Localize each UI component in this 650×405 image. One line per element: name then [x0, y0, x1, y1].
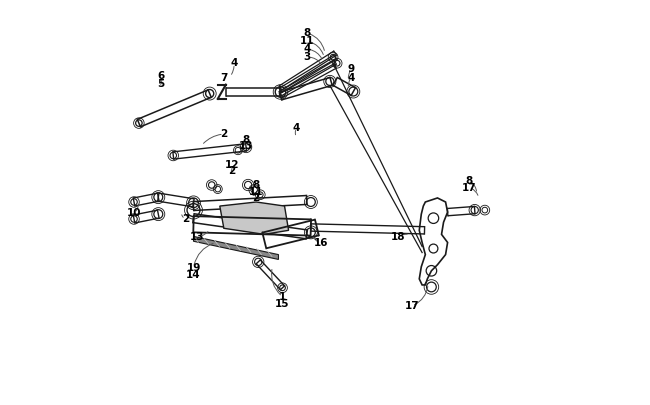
- Text: 18: 18: [391, 232, 405, 242]
- Text: 13: 13: [190, 232, 205, 242]
- Text: 4: 4: [230, 58, 238, 68]
- Text: 2: 2: [253, 193, 260, 202]
- Text: 16: 16: [314, 238, 328, 248]
- Text: 13: 13: [239, 141, 254, 151]
- Polygon shape: [220, 202, 289, 235]
- Text: 2: 2: [220, 129, 228, 139]
- Text: 2: 2: [182, 214, 189, 224]
- Text: 4: 4: [348, 72, 355, 82]
- Text: 4: 4: [293, 123, 300, 133]
- Text: 8: 8: [465, 175, 473, 185]
- Text: 5: 5: [157, 79, 164, 88]
- Text: 1: 1: [279, 291, 286, 301]
- Text: 7: 7: [220, 72, 228, 82]
- Text: 3: 3: [303, 52, 311, 62]
- Text: 9: 9: [348, 64, 355, 74]
- Text: 12: 12: [225, 159, 239, 169]
- Polygon shape: [194, 237, 278, 260]
- Text: 4: 4: [303, 44, 311, 54]
- Text: 8: 8: [253, 179, 260, 189]
- Text: 6: 6: [157, 70, 164, 80]
- Text: 8: 8: [303, 28, 311, 38]
- Text: 14: 14: [186, 269, 201, 279]
- Text: 2: 2: [228, 166, 235, 176]
- Text: 15: 15: [275, 298, 290, 308]
- Text: 10: 10: [127, 208, 141, 217]
- Text: 17: 17: [462, 182, 476, 192]
- Text: 19: 19: [187, 262, 201, 272]
- Text: 11: 11: [249, 186, 263, 196]
- Text: 17: 17: [405, 301, 419, 310]
- Text: 11: 11: [300, 36, 314, 46]
- Text: 8: 8: [242, 135, 250, 145]
